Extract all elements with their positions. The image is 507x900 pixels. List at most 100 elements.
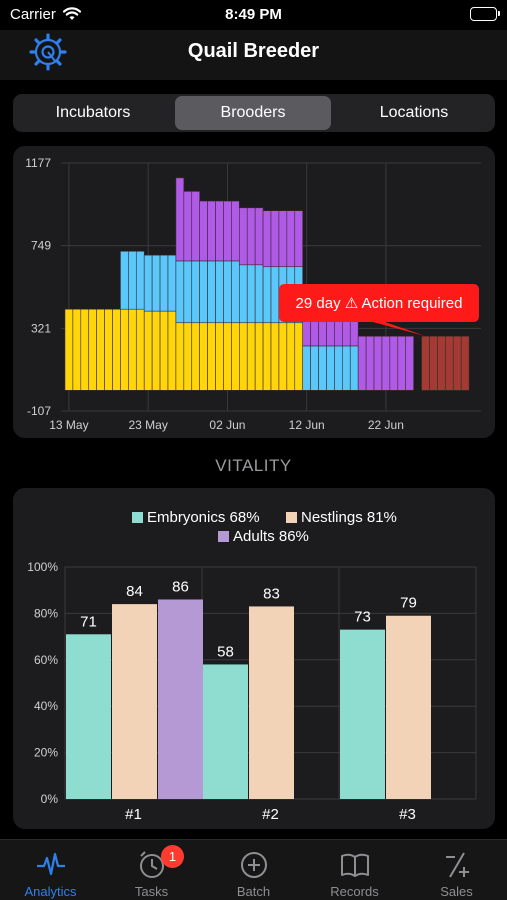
stacked-bar-purple — [389, 335, 399, 391]
stacked-bar-yellow — [246, 322, 256, 391]
stacked-bar-cyan — [334, 345, 343, 391]
stacked-bar-purple — [270, 210, 280, 268]
y-tick-label: 20% — [34, 746, 58, 760]
stacked-bar-purple — [294, 210, 303, 268]
bar-value-label: 83 — [263, 585, 280, 602]
stacked-bar-cyan — [191, 260, 200, 324]
stacked-bar-cyan — [128, 250, 137, 310]
tab-records[interactable]: Records — [304, 840, 405, 900]
stacked-bar-yellow — [112, 308, 121, 391]
stacked-bar-yellow — [270, 322, 280, 391]
stacked-bar-brown — [421, 335, 430, 391]
y-tick-label: 40% — [34, 699, 58, 713]
segment-brooders[interactable]: Brooders — [175, 96, 331, 130]
y-tick-label: 749 — [31, 239, 51, 253]
y-tick-label: 1177 — [25, 156, 51, 170]
stacked-bar-purple — [175, 177, 185, 262]
bar-value-label: 79 — [400, 595, 417, 612]
legend-swatch-nestlings — [286, 512, 297, 523]
stacked-bar-yellow — [175, 322, 185, 391]
stacked-bar-yellow — [199, 322, 208, 391]
y-tick-label: 321 — [31, 321, 51, 335]
tab-tasks[interactable]: Tasks — [101, 840, 202, 900]
bar-embryonics — [66, 634, 111, 799]
legend-swatch-adults — [218, 531, 229, 542]
stacked-bar-cyan — [143, 254, 153, 312]
stacked-bar-cyan — [318, 345, 327, 391]
stacked-bar-purple — [231, 200, 240, 262]
stacked-bar-cyan — [167, 254, 177, 312]
bar-nestlings — [112, 604, 157, 799]
y-tick-label: 80% — [34, 606, 58, 620]
stacked-bar-cyan — [175, 260, 185, 324]
legend-swatch-embryonics — [132, 512, 143, 523]
clock-time: 8:49 PM — [225, 6, 282, 23]
book-icon — [340, 850, 370, 880]
plus-circle-icon — [239, 850, 269, 880]
stacked-bar-purple — [373, 335, 383, 391]
stacked-bar-purple — [191, 191, 200, 262]
stacked-bar-purple — [254, 207, 264, 266]
stacked-bar-yellow — [183, 322, 193, 391]
stacked-bar-cyan — [254, 264, 264, 324]
stacked-bar-cyan — [207, 260, 216, 324]
stacked-bar-purple — [397, 335, 407, 391]
stacked-bar-yellow — [294, 322, 303, 391]
tab-analytics[interactable]: Analytics — [0, 840, 101, 900]
stacked-bar-yellow — [88, 308, 97, 391]
stacked-bar-yellow — [159, 310, 169, 391]
stacked-bar-cyan — [135, 250, 145, 310]
stacked-bar-yellow — [120, 308, 129, 391]
stacked-bar-yellow — [151, 310, 161, 391]
stacked-bar-yellow — [135, 308, 145, 391]
callout-text: 29 day ⚠ Action required — [296, 295, 463, 312]
status-bar: Carrier 8:49 PM — [0, 0, 507, 30]
settings-gear-icon[interactable] — [28, 32, 68, 77]
stacked-bar-yellow — [167, 310, 177, 391]
stacked-bar-cyan — [151, 254, 161, 312]
stacked-bar-purple — [215, 200, 224, 262]
bar-value-label: 71 — [80, 613, 97, 630]
navigation-bar: Quail Breeder — [0, 30, 507, 80]
y-tick-label: 60% — [34, 653, 58, 667]
stacked-bar-purple — [223, 200, 232, 262]
category-label: #2 — [262, 806, 279, 823]
stacked-bar-purple — [262, 210, 272, 268]
tab-batch[interactable]: Batch — [203, 840, 304, 900]
segment-locations[interactable]: Locations — [379, 104, 449, 121]
stacked-bar-brown — [445, 335, 454, 391]
tab-bar: Analytics Tasks Batch Records Sales 1 — [0, 839, 507, 900]
stacked-bar-purple — [199, 200, 208, 262]
page-title: Quail Breeder — [187, 40, 320, 62]
x-tick-label: 12 Jun — [289, 418, 325, 432]
stacked-bar-purple — [207, 200, 216, 262]
segment-incubators[interactable]: Incubators — [55, 104, 131, 121]
carrier-label: Carrier — [10, 6, 56, 23]
vitality-title: VITALITY — [215, 456, 292, 475]
stacked-bar-yellow — [128, 308, 137, 391]
x-tick-label: 22 Jun — [368, 418, 404, 432]
stacked-bar-brown — [429, 335, 438, 391]
tab-sales[interactable]: Sales — [406, 840, 507, 900]
legend-label-embryonics: Embryonics 68% — [147, 509, 260, 526]
stacked-bar-yellow — [215, 322, 224, 391]
bar-value-label: 73 — [354, 609, 371, 626]
bar-adults — [158, 599, 203, 799]
bar-nestlings — [386, 615, 431, 799]
segmented-control: Incubators Brooders Locations — [13, 94, 495, 132]
bar-embryonics — [203, 664, 248, 799]
action-required-callout[interactable]: 29 day ⚠ Action required — [279, 284, 479, 336]
stacked-bar-cyan — [223, 260, 232, 324]
stacked-bar-cyan — [183, 260, 193, 324]
stacked-bar-purple — [246, 207, 256, 266]
stacked-bar-yellow — [104, 308, 113, 391]
battery-icon — [470, 7, 500, 21]
plus-minus-icon — [442, 850, 472, 880]
stacked-bar-cyan — [310, 345, 319, 391]
stacked-bar-yellow — [223, 322, 232, 391]
stacked-bar-purple — [381, 335, 391, 391]
tab-label: Batch — [236, 884, 271, 899]
stacked-bar-cyan — [326, 345, 335, 391]
stacked-bar-yellow — [64, 308, 74, 391]
